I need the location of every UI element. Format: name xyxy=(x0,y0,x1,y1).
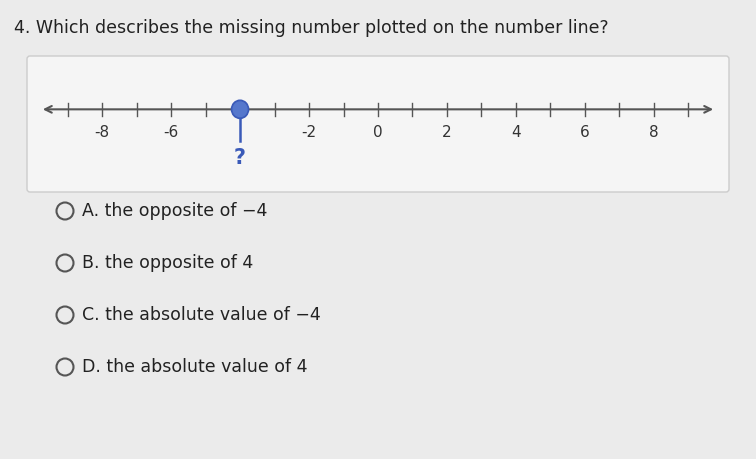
Text: 8: 8 xyxy=(649,125,658,140)
Text: 4: 4 xyxy=(511,125,521,140)
Text: 6: 6 xyxy=(580,125,590,140)
Text: D. the absolute value of 4: D. the absolute value of 4 xyxy=(82,358,308,376)
Text: 2: 2 xyxy=(442,125,452,140)
Text: ?: ? xyxy=(234,148,246,168)
Text: -2: -2 xyxy=(302,125,317,140)
Text: A. the opposite of −4: A. the opposite of −4 xyxy=(82,202,268,220)
Text: B. the opposite of 4: B. the opposite of 4 xyxy=(82,254,253,272)
Text: 4. Which describes the missing number plotted on the number line?: 4. Which describes the missing number pl… xyxy=(14,19,609,37)
FancyBboxPatch shape xyxy=(27,56,729,192)
Text: C. the absolute value of −4: C. the absolute value of −4 xyxy=(82,306,321,324)
Text: 0: 0 xyxy=(373,125,383,140)
Circle shape xyxy=(233,102,247,117)
Text: -8: -8 xyxy=(94,125,110,140)
Circle shape xyxy=(231,100,249,118)
Text: -6: -6 xyxy=(163,125,178,140)
